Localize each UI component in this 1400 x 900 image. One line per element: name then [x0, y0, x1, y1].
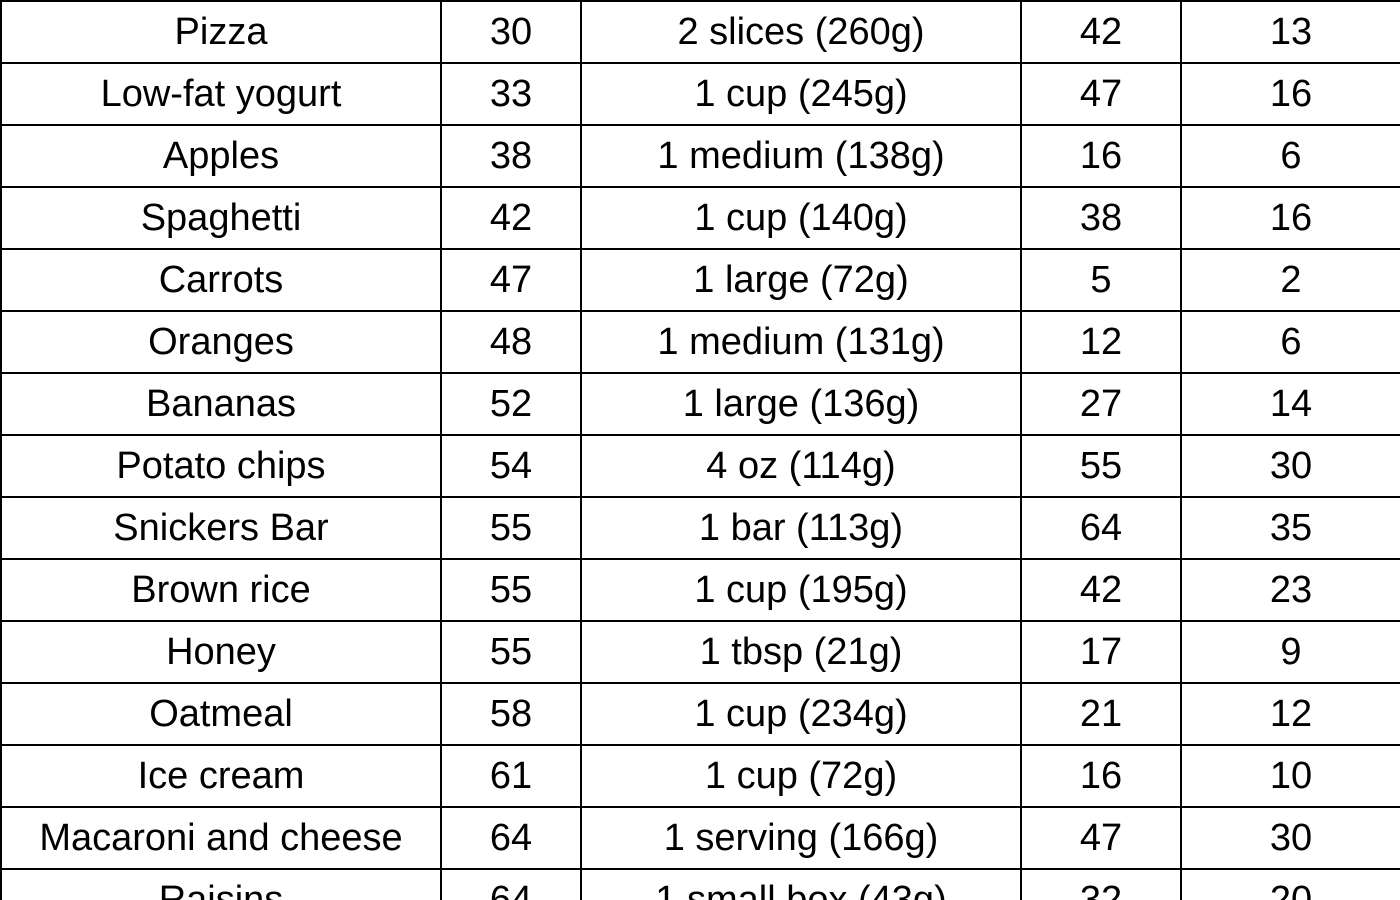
table-row: Potato chips 54 4 oz (114g) 55 30 — [1, 435, 1400, 497]
serving-cell: 1 serving (166g) — [581, 807, 1021, 869]
gl-cell: 20 — [1181, 869, 1400, 900]
gi-cell: 33 — [441, 63, 581, 125]
gi-cell: 55 — [441, 621, 581, 683]
gl-cell: 12 — [1181, 683, 1400, 745]
carbs-cell: 16 — [1021, 125, 1181, 187]
food-cell: Bananas — [1, 373, 441, 435]
serving-cell: 1 medium (138g) — [581, 125, 1021, 187]
table-row: Raisins 64 1 small box (43g) 32 20 — [1, 869, 1400, 900]
gi-cell: 54 — [441, 435, 581, 497]
carbs-cell: 47 — [1021, 807, 1181, 869]
table-row: Pizza 30 2 slices (260g) 42 13 — [1, 1, 1400, 63]
table-row: Low-fat yogurt 33 1 cup (245g) 47 16 — [1, 63, 1400, 125]
serving-cell: 1 large (136g) — [581, 373, 1021, 435]
gi-cell: 55 — [441, 497, 581, 559]
carbs-cell: 32 — [1021, 869, 1181, 900]
carbs-cell: 64 — [1021, 497, 1181, 559]
food-cell: Honey — [1, 621, 441, 683]
table-row: Spaghetti 42 1 cup (140g) 38 16 — [1, 187, 1400, 249]
table-row: Carrots 47 1 large (72g) 5 2 — [1, 249, 1400, 311]
gl-cell: 6 — [1181, 125, 1400, 187]
serving-cell: 1 cup (195g) — [581, 559, 1021, 621]
food-cell: Oranges — [1, 311, 441, 373]
serving-cell: 4 oz (114g) — [581, 435, 1021, 497]
gi-cell: 52 — [441, 373, 581, 435]
gl-cell: 2 — [1181, 249, 1400, 311]
serving-cell: 1 medium (131g) — [581, 311, 1021, 373]
food-cell: Apples — [1, 125, 441, 187]
food-cell: Brown rice — [1, 559, 441, 621]
food-cell: Pizza — [1, 1, 441, 63]
carbs-cell: 55 — [1021, 435, 1181, 497]
table-row: Oranges 48 1 medium (131g) 12 6 — [1, 311, 1400, 373]
serving-cell: 2 slices (260g) — [581, 1, 1021, 63]
table-row: Macaroni and cheese 64 1 serving (166g) … — [1, 807, 1400, 869]
table-row: Honey 55 1 tbsp (21g) 17 9 — [1, 621, 1400, 683]
gi-cell: 64 — [441, 807, 581, 869]
gi-cell: 47 — [441, 249, 581, 311]
carbs-cell: 16 — [1021, 745, 1181, 807]
gl-cell: 30 — [1181, 807, 1400, 869]
carbs-cell: 42 — [1021, 1, 1181, 63]
gl-cell: 13 — [1181, 1, 1400, 63]
table-row: Ice cream 61 1 cup (72g) 16 10 — [1, 745, 1400, 807]
gl-cell: 14 — [1181, 373, 1400, 435]
food-cell: Ice cream — [1, 745, 441, 807]
gl-cell: 16 — [1181, 63, 1400, 125]
gl-cell: 6 — [1181, 311, 1400, 373]
gi-cell: 64 — [441, 869, 581, 900]
serving-cell: 1 cup (72g) — [581, 745, 1021, 807]
serving-cell: 1 small box (43g) — [581, 869, 1021, 900]
serving-cell: 1 cup (140g) — [581, 187, 1021, 249]
food-cell: Spaghetti — [1, 187, 441, 249]
table-row: Snickers Bar 55 1 bar (113g) 64 35 — [1, 497, 1400, 559]
gi-cell: 30 — [441, 1, 581, 63]
gl-cell: 23 — [1181, 559, 1400, 621]
gi-cell: 42 — [441, 187, 581, 249]
table-container: Pizza 30 2 slices (260g) 42 13 Low-fat y… — [0, 0, 1400, 900]
carbs-cell: 27 — [1021, 373, 1181, 435]
gl-cell: 16 — [1181, 187, 1400, 249]
food-cell: Raisins — [1, 869, 441, 900]
serving-cell: 1 tbsp (21g) — [581, 621, 1021, 683]
glycemic-index-table: Pizza 30 2 slices (260g) 42 13 Low-fat y… — [0, 0, 1400, 900]
food-cell: Oatmeal — [1, 683, 441, 745]
food-cell: Snickers Bar — [1, 497, 441, 559]
carbs-cell: 42 — [1021, 559, 1181, 621]
carbs-cell: 5 — [1021, 249, 1181, 311]
gi-cell: 38 — [441, 125, 581, 187]
gi-cell: 58 — [441, 683, 581, 745]
food-cell: Potato chips — [1, 435, 441, 497]
food-cell: Macaroni and cheese — [1, 807, 441, 869]
gi-cell: 48 — [441, 311, 581, 373]
carbs-cell: 12 — [1021, 311, 1181, 373]
serving-cell: 1 cup (245g) — [581, 63, 1021, 125]
food-cell: Carrots — [1, 249, 441, 311]
table-row: Bananas 52 1 large (136g) 27 14 — [1, 373, 1400, 435]
table-row: Brown rice 55 1 cup (195g) 42 23 — [1, 559, 1400, 621]
carbs-cell: 21 — [1021, 683, 1181, 745]
gl-cell: 10 — [1181, 745, 1400, 807]
carbs-cell: 17 — [1021, 621, 1181, 683]
carbs-cell: 38 — [1021, 187, 1181, 249]
gl-cell: 35 — [1181, 497, 1400, 559]
table-row: Apples 38 1 medium (138g) 16 6 — [1, 125, 1400, 187]
serving-cell: 1 large (72g) — [581, 249, 1021, 311]
table-row: Oatmeal 58 1 cup (234g) 21 12 — [1, 683, 1400, 745]
gl-cell: 9 — [1181, 621, 1400, 683]
gl-cell: 30 — [1181, 435, 1400, 497]
gi-cell: 55 — [441, 559, 581, 621]
gi-cell: 61 — [441, 745, 581, 807]
serving-cell: 1 bar (113g) — [581, 497, 1021, 559]
carbs-cell: 47 — [1021, 63, 1181, 125]
serving-cell: 1 cup (234g) — [581, 683, 1021, 745]
food-cell: Low-fat yogurt — [1, 63, 441, 125]
